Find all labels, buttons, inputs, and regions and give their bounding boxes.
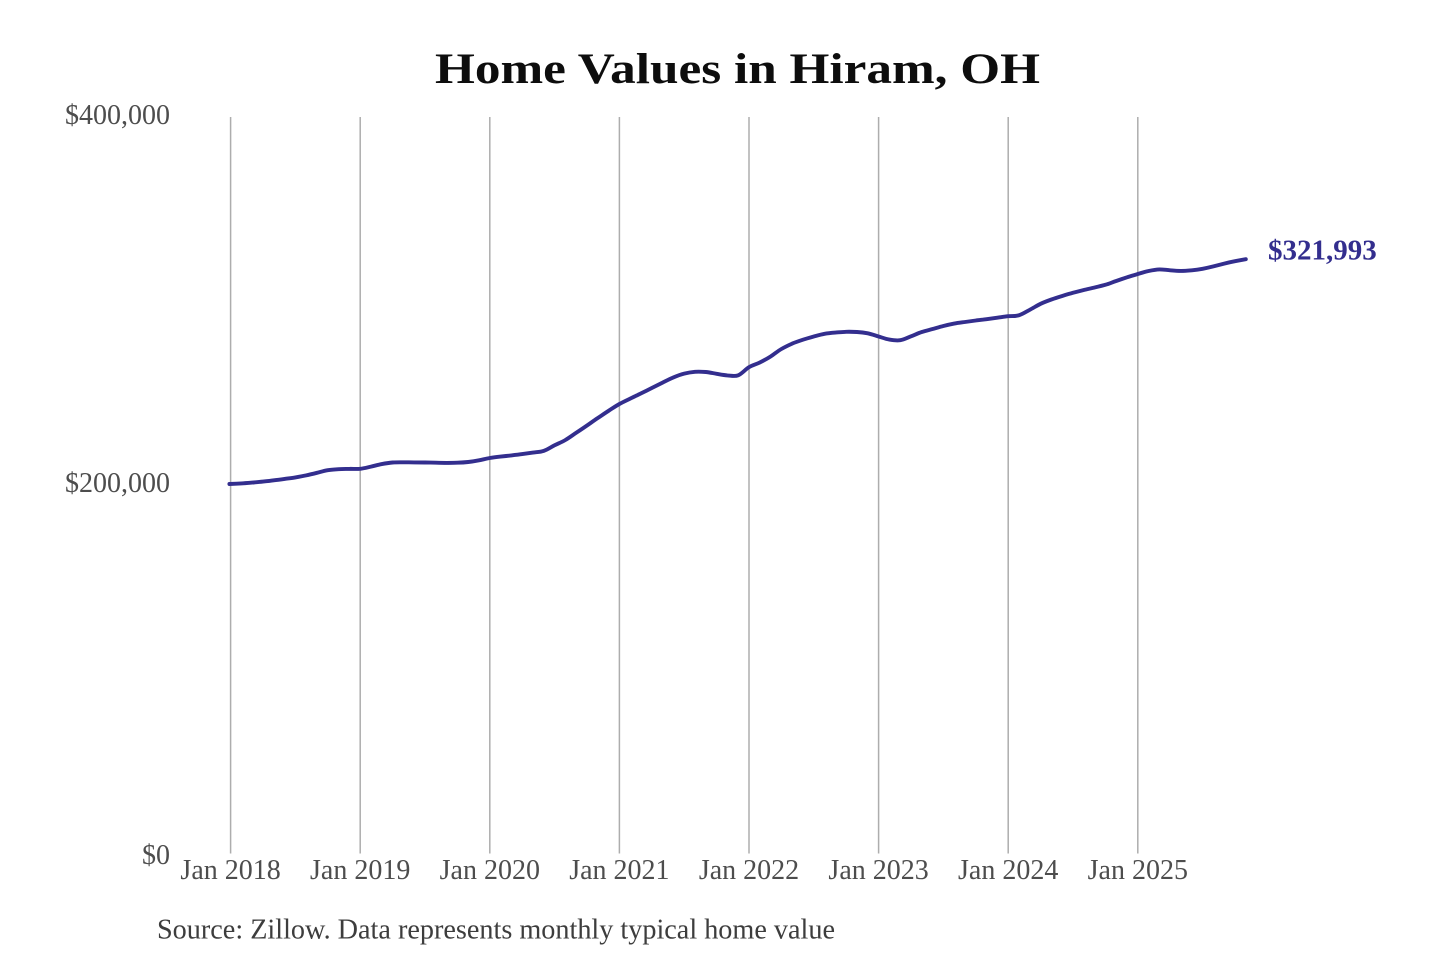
svg-text:Jan 2018: Jan 2018 (180, 855, 280, 886)
svg-text:Jan 2023: Jan 2023 (828, 855, 928, 886)
svg-text:$0: $0 (142, 840, 170, 871)
svg-text:Jan 2025: Jan 2025 (1088, 855, 1188, 886)
svg-text:Jan 2022: Jan 2022 (699, 855, 799, 886)
svg-text:Jan 2019: Jan 2019 (310, 855, 410, 886)
svg-text:Source: Zillow. Data represent: Source: Zillow. Data represents monthly … (157, 915, 835, 946)
svg-text:$400,000: $400,000 (65, 100, 170, 131)
svg-text:$200,000: $200,000 (65, 468, 170, 499)
svg-text:Jan 2021: Jan 2021 (569, 855, 669, 886)
svg-text:Jan 2020: Jan 2020 (440, 855, 540, 886)
svg-text:Jan 2024: Jan 2024 (958, 855, 1058, 886)
svg-text:Home Values in Hiram, OH: Home Values in Hiram, OH (435, 45, 1040, 93)
svg-text:$321,993: $321,993 (1268, 235, 1377, 267)
